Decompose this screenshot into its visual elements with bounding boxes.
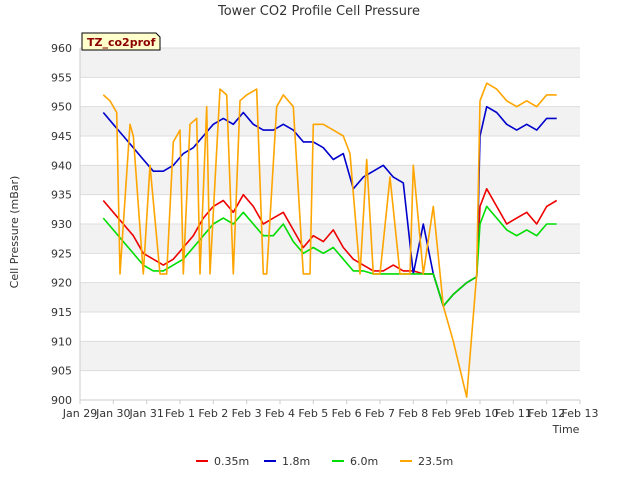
plot-band [80,77,580,107]
plot-band [80,370,580,400]
y-tick-label: 915 [51,306,72,319]
y-tick-label: 910 [51,335,72,348]
y-tick-label: 900 [51,394,72,407]
x-tick-label: Feb 9 [432,407,462,420]
legend-item-0.35m: 0.35m [196,455,249,468]
y-tick-label: 955 [51,71,72,84]
legend-label: 6.0m [350,455,378,468]
x-tick-label: Jan 30 [95,407,130,420]
plot-band [80,341,580,371]
x-tick-label: Feb 1 [165,407,195,420]
x-axis-label: Time [552,423,580,436]
plot-band [80,136,580,166]
legend-label: 23.5m [418,455,453,468]
x-tick-label: Feb 2 [198,407,228,420]
y-tick-label: 905 [51,365,72,378]
y-axis-label: Cell Pressure (mBar) [8,176,21,289]
y-tick-label: 960 [51,42,72,55]
axes [79,48,580,401]
plot-band [80,165,580,195]
x-tick-label: Feb 7 [365,407,395,420]
site-badge: TZ_co2prof [81,32,161,51]
plot-band [80,282,580,312]
y-tick-label: 925 [51,247,72,260]
plot-band [80,312,580,342]
plot-background-bands [80,48,580,400]
x-tick-label: Feb 5 [298,407,328,420]
plot-band [80,253,580,283]
series-layer [102,82,558,398]
plot-band [80,224,580,254]
x-tick-label: Feb 11 [495,407,532,420]
x-tick-label: Feb 13 [562,407,599,420]
series-line-6.0m [102,205,557,307]
legend: 0.35m 1.8m 6.0m 23.5m [196,455,453,468]
legend-item-23.5m: 23.5m [400,455,453,468]
x-tick-label: Jan 29 [62,407,97,420]
y-tick-label: 950 [51,101,72,114]
legend-label: 0.35m [214,455,249,468]
y-tick-label: 940 [51,159,72,172]
x-tick-label: Feb 3 [232,407,262,420]
legend-label: 1.8m [282,455,310,468]
x-tick-label: Feb 8 [398,407,428,420]
y-tick-label: 945 [51,130,72,143]
y-tick-label: 930 [51,218,72,231]
legend-item-1.8m: 1.8m [264,455,310,468]
y-tick-label: 935 [51,189,72,202]
legend-item-6.0m: 6.0m [332,455,378,468]
x-tick-label: Feb 12 [528,407,565,420]
x-tick-label: Feb 6 [332,407,362,420]
y-axis-ticks: 900 905 910 915 920 925 930 935 940 945 950 955 960 [51,42,72,407]
x-tick-label: Feb 4 [265,407,295,420]
x-tick-label: Feb 10 [462,407,499,420]
series-line-0.35m [102,188,558,307]
plot-band [80,106,580,136]
y-tick-label: 920 [51,277,72,290]
chart-title: Tower CO2 Profile Cell Pressure [217,4,420,19]
plot-band [80,48,580,78]
badge-label: TZ_co2prof [87,36,156,49]
series-line-23.5m [102,82,557,398]
x-tick-label: Jan 31 [128,407,163,420]
badge-box [81,32,161,51]
